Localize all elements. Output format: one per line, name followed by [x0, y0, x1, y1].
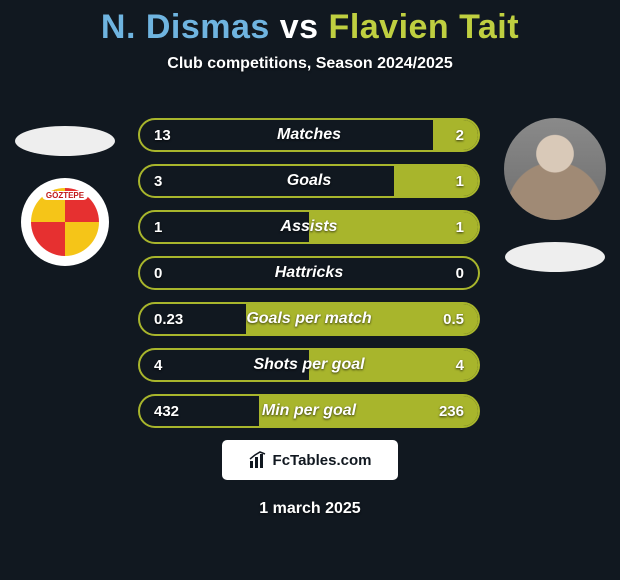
player1-name: N. Dismas [101, 8, 270, 46]
stat-row: 0Hattricks0 [138, 256, 480, 290]
stat-row: 4Shots per goal4 [138, 348, 480, 382]
stats-panel: 13Matches23Goals11Assists10Hattricks00.2… [138, 118, 480, 440]
stat-value-left: 3 [140, 173, 204, 190]
vs-text: vs [280, 8, 319, 46]
stat-value-left: 0 [140, 265, 204, 282]
player2-flag [505, 242, 605, 272]
date-text: 1 march 2025 [0, 500, 620, 518]
club-badge-label: GÖZTEPE [42, 191, 88, 200]
brand-badge[interactable]: FcTables.com [222, 440, 398, 480]
stat-value-right: 2 [414, 127, 478, 144]
stat-label: Assists [204, 218, 414, 236]
stat-value-right: 0 [414, 265, 478, 282]
stat-value-right: 1 [414, 173, 478, 190]
stat-row: 432Min per goal236 [138, 394, 480, 428]
player2-column [500, 118, 610, 272]
player1-column: GÖZTEPE [10, 118, 120, 266]
stat-label: Min per goal [204, 402, 414, 420]
player2-avatar [504, 118, 606, 220]
subtitle: Club competitions, Season 2024/2025 [0, 55, 620, 73]
stat-value-right: 4 [414, 357, 478, 374]
avatar-placeholder-icon [504, 118, 606, 220]
stat-value-left: 1 [140, 219, 204, 236]
goztepe-crest-icon: GÖZTEPE [31, 188, 99, 256]
stat-value-left: 0.23 [140, 311, 204, 328]
stat-value-right: 1 [414, 219, 478, 236]
stat-value-right: 0.5 [414, 311, 478, 328]
stat-row: 0.23Goals per match0.5 [138, 302, 480, 336]
stat-value-left: 13 [140, 127, 204, 144]
stat-value-left: 432 [140, 403, 204, 420]
bar-chart-icon [249, 451, 269, 469]
stat-value-right: 236 [414, 403, 478, 420]
brand-text: FcTables.com [273, 452, 372, 469]
player1-flag [15, 126, 115, 156]
stat-row: 1Assists1 [138, 210, 480, 244]
stat-label: Goals per match [204, 310, 414, 328]
stat-row: 13Matches2 [138, 118, 480, 152]
stat-label: Shots per goal [204, 356, 414, 374]
player2-name: Flavien Tait [329, 8, 520, 46]
stat-row: 3Goals1 [138, 164, 480, 198]
player1-club-badge: GÖZTEPE [21, 178, 109, 266]
comparison-title: N. Dismas vs Flavien Tait [0, 0, 620, 47]
stat-label: Goals [204, 172, 414, 190]
stat-label: Matches [204, 126, 414, 144]
stat-label: Hattricks [204, 264, 414, 282]
stat-value-left: 4 [140, 357, 204, 374]
